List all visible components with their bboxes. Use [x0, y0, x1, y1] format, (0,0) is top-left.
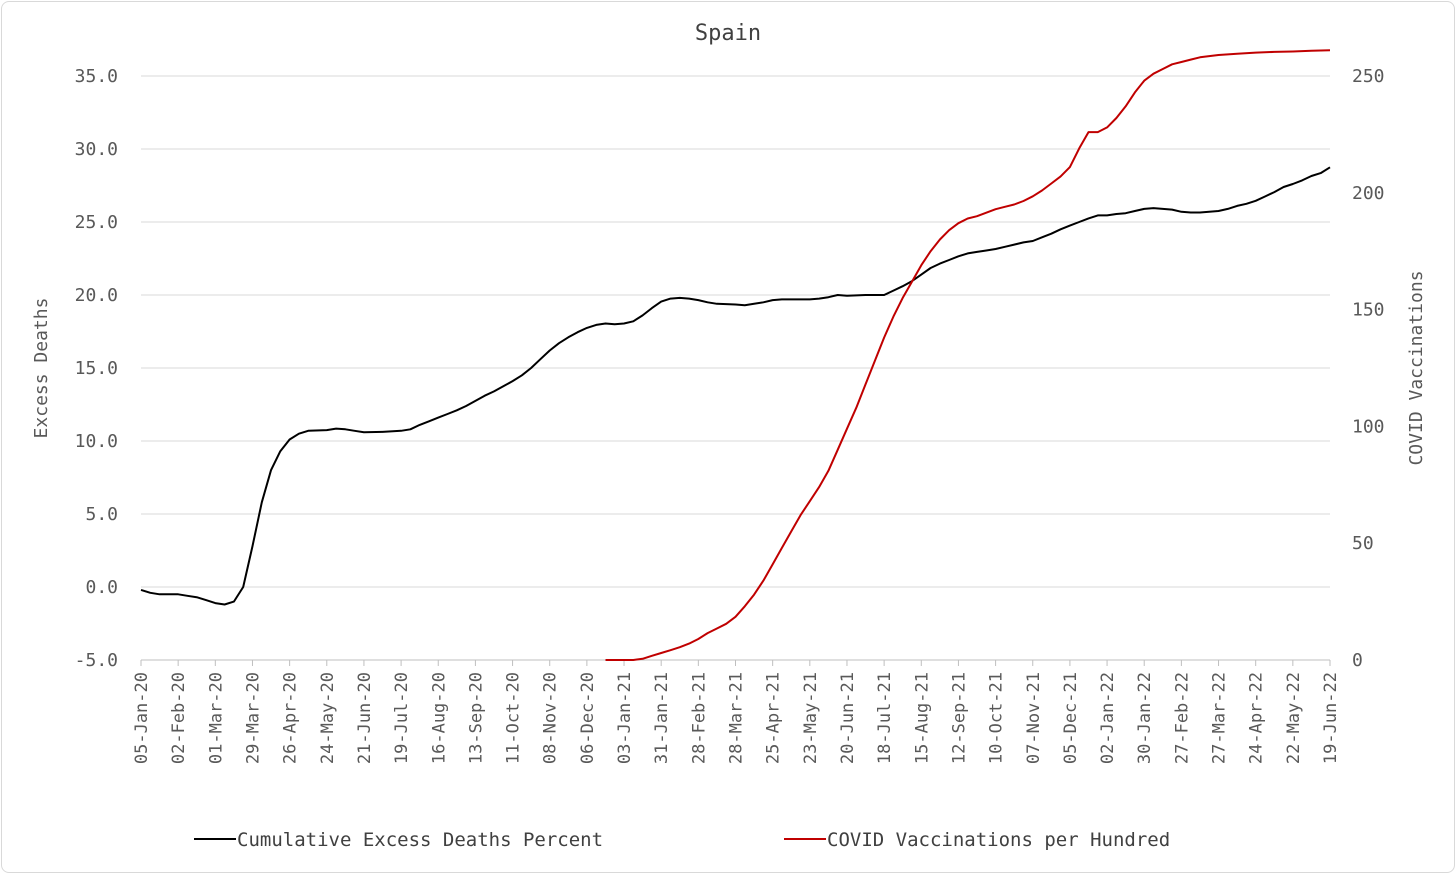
right-tick-label: 100: [1352, 416, 1385, 437]
left-tick-label: 5.0: [85, 504, 118, 525]
x-tick-label: 25-Apr-21: [764, 672, 784, 764]
left-tick-label: 25.0: [75, 212, 118, 233]
x-tick-label: 30-Jan-22: [1135, 672, 1155, 764]
left-tick-label: -5.0: [75, 650, 118, 671]
x-tick-label: 10-Oct-21: [987, 672, 1007, 764]
series-line-excess-deaths: [140, 166, 1331, 606]
right-tick-label: 250: [1352, 66, 1385, 87]
x-tick-label: 20-Jun-21: [838, 672, 858, 764]
left-tick-label: 30.0: [75, 139, 118, 160]
x-tick-label: 02-Jan-22: [1098, 672, 1118, 764]
right-axis-ticks: 250 200 150 100 50 0: [1352, 66, 1385, 671]
left-tick-label: 15.0: [75, 358, 118, 379]
x-axis: 05-Jan-20 02-Feb-20 01-Mar-20 29-Mar-20 26-A…: [132, 660, 1341, 764]
legend: Cumulative Excess Deaths Percent COVID V…: [194, 829, 1170, 851]
right-tick-label: 150: [1352, 300, 1385, 321]
legend-label-vaccinations: COVID Vaccinations per Hundred: [827, 829, 1170, 851]
x-tick-label: 05-Dec-21: [1061, 672, 1081, 764]
x-tick-label: 27-Mar-22: [1210, 672, 1230, 764]
x-tick-label: 24-May-20: [318, 672, 338, 764]
x-tick-label: 08-Nov-20: [541, 672, 561, 764]
x-tick-label: 03-Jan-21: [615, 672, 635, 764]
x-tick-label: 05-Jan-20: [132, 672, 152, 764]
x-tick-label: 23-May-21: [801, 672, 821, 764]
x-tick-label: 07-Nov-21: [1024, 672, 1044, 764]
x-tick-label: 21-Jun-20: [355, 672, 375, 764]
x-tick-label: 22-May-22: [1284, 672, 1304, 764]
left-tick-label: 20.0: [75, 285, 118, 306]
left-tick-label: 10.0: [75, 431, 118, 452]
x-tick-label: 01-Mar-20: [206, 672, 226, 764]
x-tick-label: 11-Oct-20: [504, 672, 524, 764]
right-tick-label: 200: [1352, 183, 1385, 204]
left-tick-label: 35.0: [75, 66, 118, 87]
x-tick-label: 19-Jun-22: [1321, 672, 1341, 764]
x-tick-label: 06-Dec-20: [578, 672, 598, 764]
series-line-vaccinations: [605, 49, 1331, 661]
gridlines: [141, 75, 1330, 661]
x-tick-label: 29-Mar-20: [243, 672, 263, 764]
x-tick-label: 15-Aug-21: [912, 672, 932, 764]
x-tick-label: 28-Mar-21: [727, 672, 747, 764]
x-tick-label: 18-Jul-21: [875, 672, 895, 764]
left-tick-label: 0.0: [85, 577, 118, 598]
chart-title: Spain: [695, 21, 761, 46]
x-tick-label: 13-Sep-20: [466, 672, 486, 764]
x-tick-label: 16-Aug-20: [429, 672, 449, 764]
x-tick-label: 27-Feb-22: [1172, 672, 1192, 764]
data-series: [140, 49, 1331, 661]
x-tick-label: 02-Feb-20: [169, 672, 189, 764]
legend-label-deaths: Cumulative Excess Deaths Percent: [237, 829, 603, 851]
x-tick-label: 28-Feb-21: [689, 672, 709, 764]
x-tick-label: 24-Apr-22: [1247, 672, 1267, 764]
x-tick-label: 12-Sep-21: [949, 672, 969, 764]
x-tick-label: 31-Jan-21: [652, 672, 672, 764]
right-axis-title: COVID Vaccinations: [1406, 270, 1427, 465]
x-tick-label: 19-Jul-20: [392, 672, 412, 764]
x-tick-label: 26-Apr-20: [281, 672, 301, 764]
right-tick-label: 50: [1352, 533, 1374, 554]
left-axis-ticks: 35.0 30.0 25.0 20.0 15.0 10.0 5.0 0.0 -5.0: [75, 66, 118, 671]
right-tick-label: 0: [1352, 650, 1363, 671]
left-axis-title: Excess Deaths: [31, 298, 52, 439]
